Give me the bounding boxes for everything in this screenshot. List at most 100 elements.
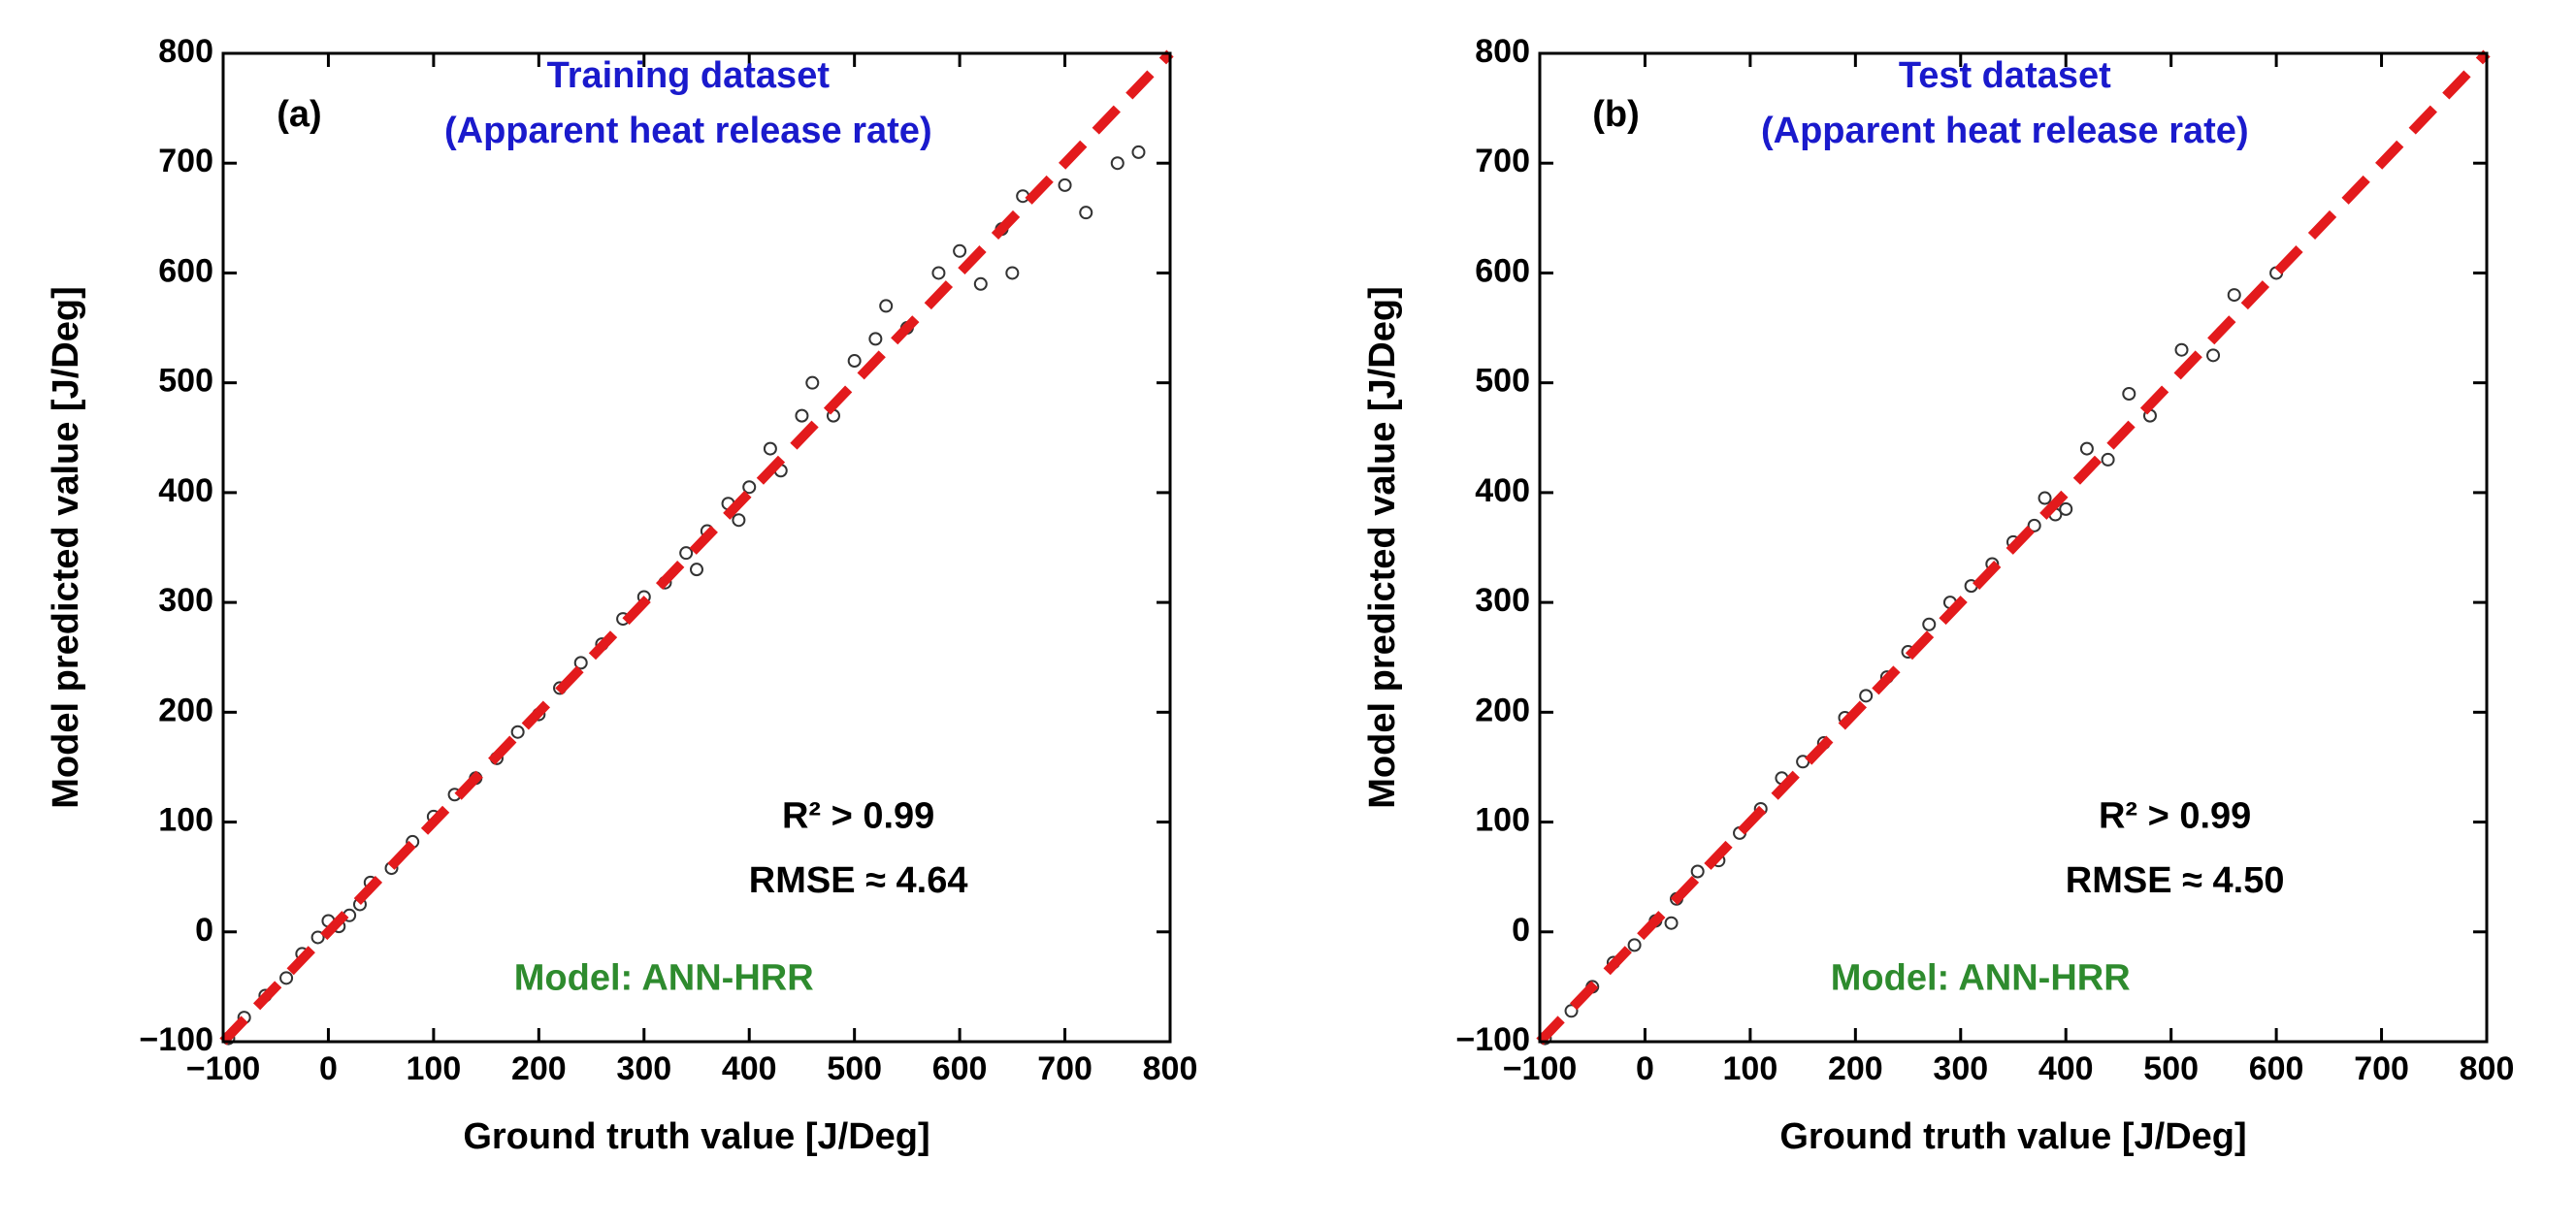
point	[795, 408, 809, 423]
x-tick-label: 800	[2460, 1050, 2515, 1087]
point	[1131, 145, 1146, 159]
y-tick-label: 400	[1475, 472, 1530, 509]
point	[1664, 916, 1679, 930]
point	[2227, 288, 2241, 303]
y-tick-label: 700	[1475, 143, 1530, 179]
annotation: Model: ANN-HRR	[514, 957, 814, 998]
x-tick-label: 0	[1636, 1050, 1654, 1087]
x-tick-label: 700	[1037, 1050, 1092, 1087]
x-tick-label: 0	[319, 1050, 338, 1087]
point	[868, 332, 883, 346]
x-tick-label: 200	[1828, 1050, 1883, 1087]
x-tick-label: 600	[932, 1050, 988, 1087]
x-tick-label: 300	[1933, 1050, 1988, 1087]
point	[1859, 689, 1874, 703]
y-tick-label: 300	[158, 582, 213, 619]
y-tick-label: 500	[1475, 363, 1530, 400]
x-tick-label: −100	[186, 1050, 261, 1087]
annotation: Training dataset	[547, 55, 831, 96]
point	[847, 354, 862, 369]
panel: −100 0 100 200 300 400 500 600 700 800 −100 0 100 200…	[1362, 33, 2514, 1157]
point	[679, 546, 694, 561]
x-tick-label: 800	[1143, 1050, 1198, 1087]
y-tick-label: 700	[158, 143, 213, 179]
point	[732, 513, 746, 528]
y-tick-label: −100	[139, 1021, 213, 1058]
point	[573, 656, 588, 670]
point	[1564, 1004, 1579, 1018]
y-axis-label: Model predicted value [J/Deg]	[46, 286, 86, 808]
y-tick-label: 100	[158, 802, 213, 839]
point	[2174, 342, 2189, 357]
point	[1058, 177, 1072, 192]
point	[805, 375, 820, 390]
annotation: (b)	[1592, 94, 1640, 135]
point	[931, 266, 946, 280]
x-tick-label: 100	[1723, 1050, 1778, 1087]
y-tick-label: 200	[1475, 692, 1530, 728]
y-tick-label: 800	[158, 33, 213, 70]
y-tick-label: 100	[1475, 802, 1530, 839]
point	[2122, 386, 2136, 401]
annotation: Test dataset	[1899, 55, 2111, 96]
reference-line	[219, 49, 1174, 1046]
y-tick-label: 0	[1512, 912, 1530, 949]
x-tick-label: 200	[511, 1050, 567, 1087]
x-tick-label: 400	[2038, 1050, 2094, 1087]
y-tick-label: 800	[1475, 33, 1530, 70]
point	[2059, 501, 2073, 516]
point	[2079, 441, 2094, 456]
point	[1110, 156, 1125, 171]
annotation: (Apparent heat release rate)	[444, 111, 932, 151]
x-tick-label: 400	[722, 1050, 777, 1087]
point	[973, 276, 988, 291]
x-axis-label: Ground truth value [J/Deg]	[1779, 1116, 2246, 1157]
point	[2038, 491, 2052, 505]
y-tick-label: 400	[158, 472, 213, 509]
reference-line	[1536, 49, 2491, 1046]
point	[742, 480, 757, 495]
annotation: (Apparent heat release rate)	[1761, 111, 2249, 151]
annotation: RMSE ≈ 4.64	[749, 860, 968, 901]
x-tick-label: −100	[1503, 1050, 1578, 1087]
point	[310, 930, 325, 945]
point	[1690, 864, 1705, 879]
annotation: R² > 0.99	[782, 795, 934, 836]
point	[2206, 348, 2221, 363]
annotation: R² > 0.99	[2099, 795, 2251, 836]
plot-frame	[1538, 51, 2489, 1044]
plot-frame	[221, 51, 1172, 1044]
point	[2027, 518, 2041, 532]
point	[2101, 452, 2115, 467]
point	[510, 725, 525, 739]
y-tick-label: 0	[195, 912, 213, 949]
point	[1005, 266, 1020, 280]
point	[763, 441, 777, 456]
annotation: RMSE ≈ 4.50	[2066, 860, 2285, 901]
x-tick-label: 100	[407, 1050, 462, 1087]
point	[1079, 206, 1093, 220]
point	[879, 299, 894, 313]
y-tick-label: 500	[158, 363, 213, 400]
y-tick-label: 300	[1475, 582, 1530, 619]
point	[690, 563, 703, 577]
y-tick-label: 200	[158, 692, 213, 728]
point	[953, 243, 967, 258]
point	[279, 971, 294, 985]
annotation: Model: ANN-HRR	[1831, 957, 2131, 998]
x-axis-label: Ground truth value [J/Deg]	[463, 1116, 929, 1157]
y-axis-label: Model predicted value [J/Deg]	[1362, 286, 1403, 808]
x-tick-label: 500	[2143, 1050, 2199, 1087]
x-tick-label: 300	[616, 1050, 671, 1087]
y-tick-label: 600	[1475, 252, 1530, 289]
x-tick-label: 700	[2354, 1050, 2409, 1087]
y-tick-label: 600	[158, 252, 213, 289]
panel: −100 0 100 200 300 400 500 600 700 800 −100 0 100 200…	[46, 33, 1197, 1157]
y-tick-label: −100	[1455, 1021, 1530, 1058]
annotation: (a)	[277, 94, 321, 135]
point	[1627, 938, 1642, 952]
x-tick-label: 500	[827, 1050, 882, 1087]
point	[1922, 617, 1937, 631]
x-tick-label: 600	[2249, 1050, 2304, 1087]
